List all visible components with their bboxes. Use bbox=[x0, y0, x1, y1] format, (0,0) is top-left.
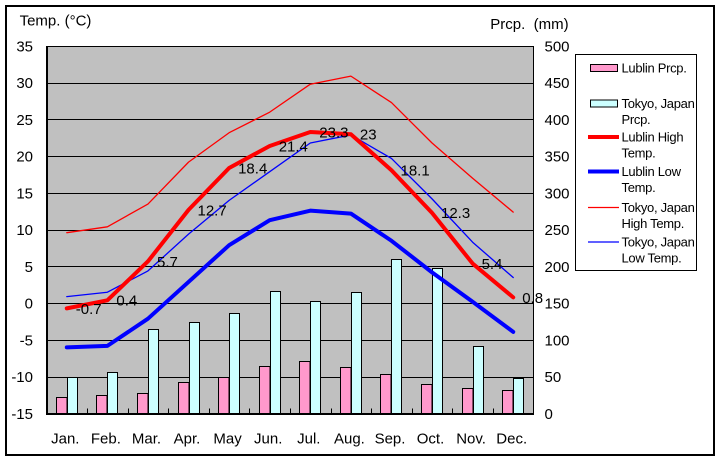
svg-text:Aug.: Aug. bbox=[334, 430, 365, 447]
svg-text:23.3: 23.3 bbox=[319, 124, 348, 141]
svg-text:21.4: 21.4 bbox=[279, 138, 308, 155]
svg-text:Jul.: Jul. bbox=[297, 430, 320, 447]
svg-text:200: 200 bbox=[545, 259, 570, 276]
svg-text:Jan.: Jan. bbox=[51, 430, 79, 447]
svg-text:5.4: 5.4 bbox=[482, 256, 503, 273]
svg-text:0.8: 0.8 bbox=[522, 290, 543, 307]
svg-text:18.4: 18.4 bbox=[238, 160, 267, 177]
svg-text:Lublin Prcp.: Lublin Prcp. bbox=[622, 61, 687, 76]
svg-text:23: 23 bbox=[360, 127, 377, 144]
svg-text:Low Temp.: Low Temp. bbox=[622, 250, 682, 265]
svg-text:250: 250 bbox=[545, 222, 570, 239]
svg-text:High Temp.: High Temp. bbox=[622, 216, 685, 231]
svg-text:Tokyo, Japan: Tokyo, Japan bbox=[622, 235, 695, 250]
svg-text:Feb.: Feb. bbox=[91, 430, 121, 447]
svg-text:Prcp.: Prcp. bbox=[622, 112, 651, 127]
svg-text:0: 0 bbox=[25, 296, 33, 313]
svg-text:5.7: 5.7 bbox=[157, 254, 178, 271]
svg-text:Sep.: Sep. bbox=[375, 430, 406, 447]
svg-text:500: 500 bbox=[545, 38, 570, 55]
svg-text:-5: -5 bbox=[20, 332, 33, 349]
svg-text:100: 100 bbox=[545, 332, 570, 349]
svg-text:Apr.: Apr. bbox=[174, 430, 201, 447]
svg-text:Lublin Low: Lublin Low bbox=[622, 164, 682, 179]
svg-text:Mar.: Mar. bbox=[132, 430, 161, 447]
svg-text:50: 50 bbox=[545, 369, 562, 386]
svg-text:May: May bbox=[213, 430, 242, 447]
svg-text:Temp.: Temp. bbox=[622, 180, 656, 195]
svg-text:400: 400 bbox=[545, 112, 570, 129]
svg-text:Lublin High: Lublin High bbox=[622, 130, 684, 145]
svg-text:Jun.: Jun. bbox=[254, 430, 282, 447]
svg-text:Temp.: Temp. bbox=[622, 145, 656, 160]
svg-text:Tokyo, Japan: Tokyo, Japan bbox=[622, 200, 695, 215]
svg-text:0.4: 0.4 bbox=[116, 293, 137, 310]
svg-text:-0.7: -0.7 bbox=[76, 301, 102, 318]
svg-text:Dec.: Dec. bbox=[496, 430, 527, 447]
svg-text:-10: -10 bbox=[11, 369, 33, 386]
svg-text:12.7: 12.7 bbox=[198, 202, 227, 219]
svg-text:30: 30 bbox=[16, 75, 33, 92]
svg-text:Temp. (°C): Temp. (°C) bbox=[20, 13, 92, 30]
svg-text:Nov.: Nov. bbox=[456, 430, 486, 447]
svg-text:35: 35 bbox=[16, 38, 33, 55]
svg-text:-15: -15 bbox=[11, 406, 33, 423]
svg-text:Prcp. (mm): Prcp. (mm) bbox=[490, 16, 568, 33]
svg-text:150: 150 bbox=[545, 296, 570, 313]
svg-text:0: 0 bbox=[545, 406, 553, 423]
svg-text:5: 5 bbox=[25, 259, 33, 276]
svg-text:Tokyo, Japan: Tokyo, Japan bbox=[622, 96, 695, 111]
svg-text:10: 10 bbox=[16, 222, 33, 239]
svg-text:450: 450 bbox=[545, 75, 570, 92]
svg-text:18.1: 18.1 bbox=[401, 163, 430, 180]
svg-text:15: 15 bbox=[16, 185, 33, 202]
svg-text:20: 20 bbox=[16, 149, 33, 166]
svg-text:350: 350 bbox=[545, 149, 570, 166]
svg-text:Oct.: Oct. bbox=[417, 430, 445, 447]
svg-text:300: 300 bbox=[545, 185, 570, 202]
svg-text:12.3: 12.3 bbox=[441, 205, 470, 222]
svg-text:25: 25 bbox=[16, 112, 33, 129]
